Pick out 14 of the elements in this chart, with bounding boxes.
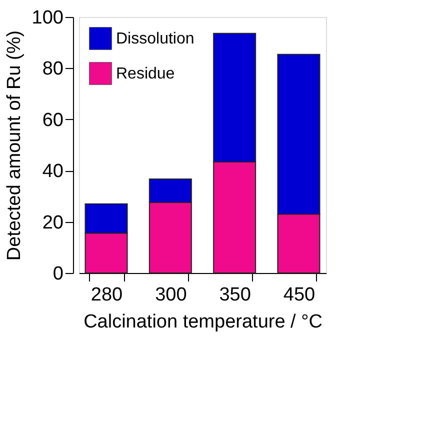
legend-label: Dissolution (116, 30, 194, 48)
y-tick-label: 80 (42, 58, 64, 80)
y-tick-label: 0 (52, 264, 64, 284)
y-tick-label: 40 (42, 161, 64, 182)
y-tick-label: 100 (32, 8, 64, 28)
y-axis-title: Detected amount of Ru (%) (4, 30, 25, 261)
y-tick-label: 60 (42, 110, 64, 131)
y-tick-label: 20 (42, 212, 64, 234)
legend-label: Residue (116, 66, 175, 82)
x-axis-title: Calcination temperature / °C (84, 312, 322, 332)
x-tick-label: 280 (90, 284, 123, 306)
x-tick-label: 300 (155, 284, 187, 306)
x-tick-label: 450 (283, 284, 316, 306)
x-tick-label: 350 (219, 284, 251, 306)
